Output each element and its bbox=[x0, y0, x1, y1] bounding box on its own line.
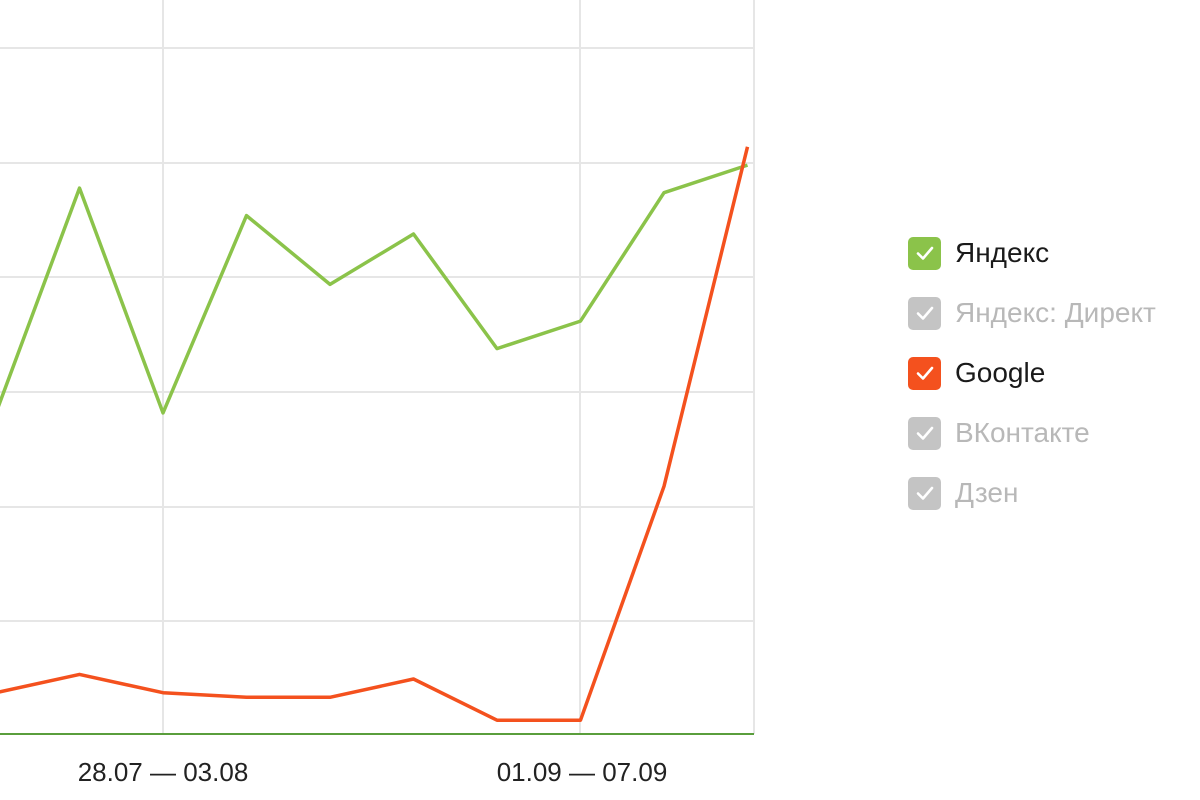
x-tick-label: 28.07 — 03.08 bbox=[78, 757, 249, 787]
checkbox-check-icon[interactable] bbox=[908, 236, 941, 270]
legend-label: Google bbox=[955, 357, 1046, 388]
chart-legend: Яндекс Яндекс: Директ Google ВКонтакте Дзен bbox=[908, 223, 1193, 523]
chart-grid bbox=[0, 0, 755, 734]
legend-item-dzen[interactable]: Дзен bbox=[908, 463, 1193, 523]
checkbox-check-icon[interactable] bbox=[908, 476, 941, 510]
legend-label: ВКонтакте bbox=[955, 417, 1090, 448]
legend-item-google[interactable]: Google bbox=[908, 343, 1193, 403]
line-chart: 28.07 — 03.08 01.09 — 07.09 bbox=[0, 0, 755, 787]
legend-label: Дзен bbox=[955, 477, 1019, 508]
legend-label: Яндекс: Директ bbox=[955, 297, 1156, 328]
x-axis: 28.07 — 03.08 01.09 — 07.09 bbox=[0, 733, 754, 787]
checkbox-check-icon[interactable] bbox=[908, 296, 941, 330]
legend-item-yandex[interactable]: Яндекс bbox=[908, 223, 1193, 283]
series-line-google bbox=[0, 146, 750, 722]
legend-item-vkontakte[interactable]: ВКонтакте bbox=[908, 403, 1193, 463]
x-tick-label: 01.09 — 07.09 bbox=[497, 757, 668, 787]
legend-item-yandex-direct[interactable]: Яндекс: Директ bbox=[908, 283, 1193, 343]
series-line-yandex bbox=[0, 163, 749, 415]
chart-series bbox=[0, 146, 750, 722]
legend-label: Яндекс bbox=[955, 237, 1050, 268]
checkbox-check-icon[interactable] bbox=[908, 356, 941, 390]
checkbox-check-icon[interactable] bbox=[908, 416, 941, 450]
